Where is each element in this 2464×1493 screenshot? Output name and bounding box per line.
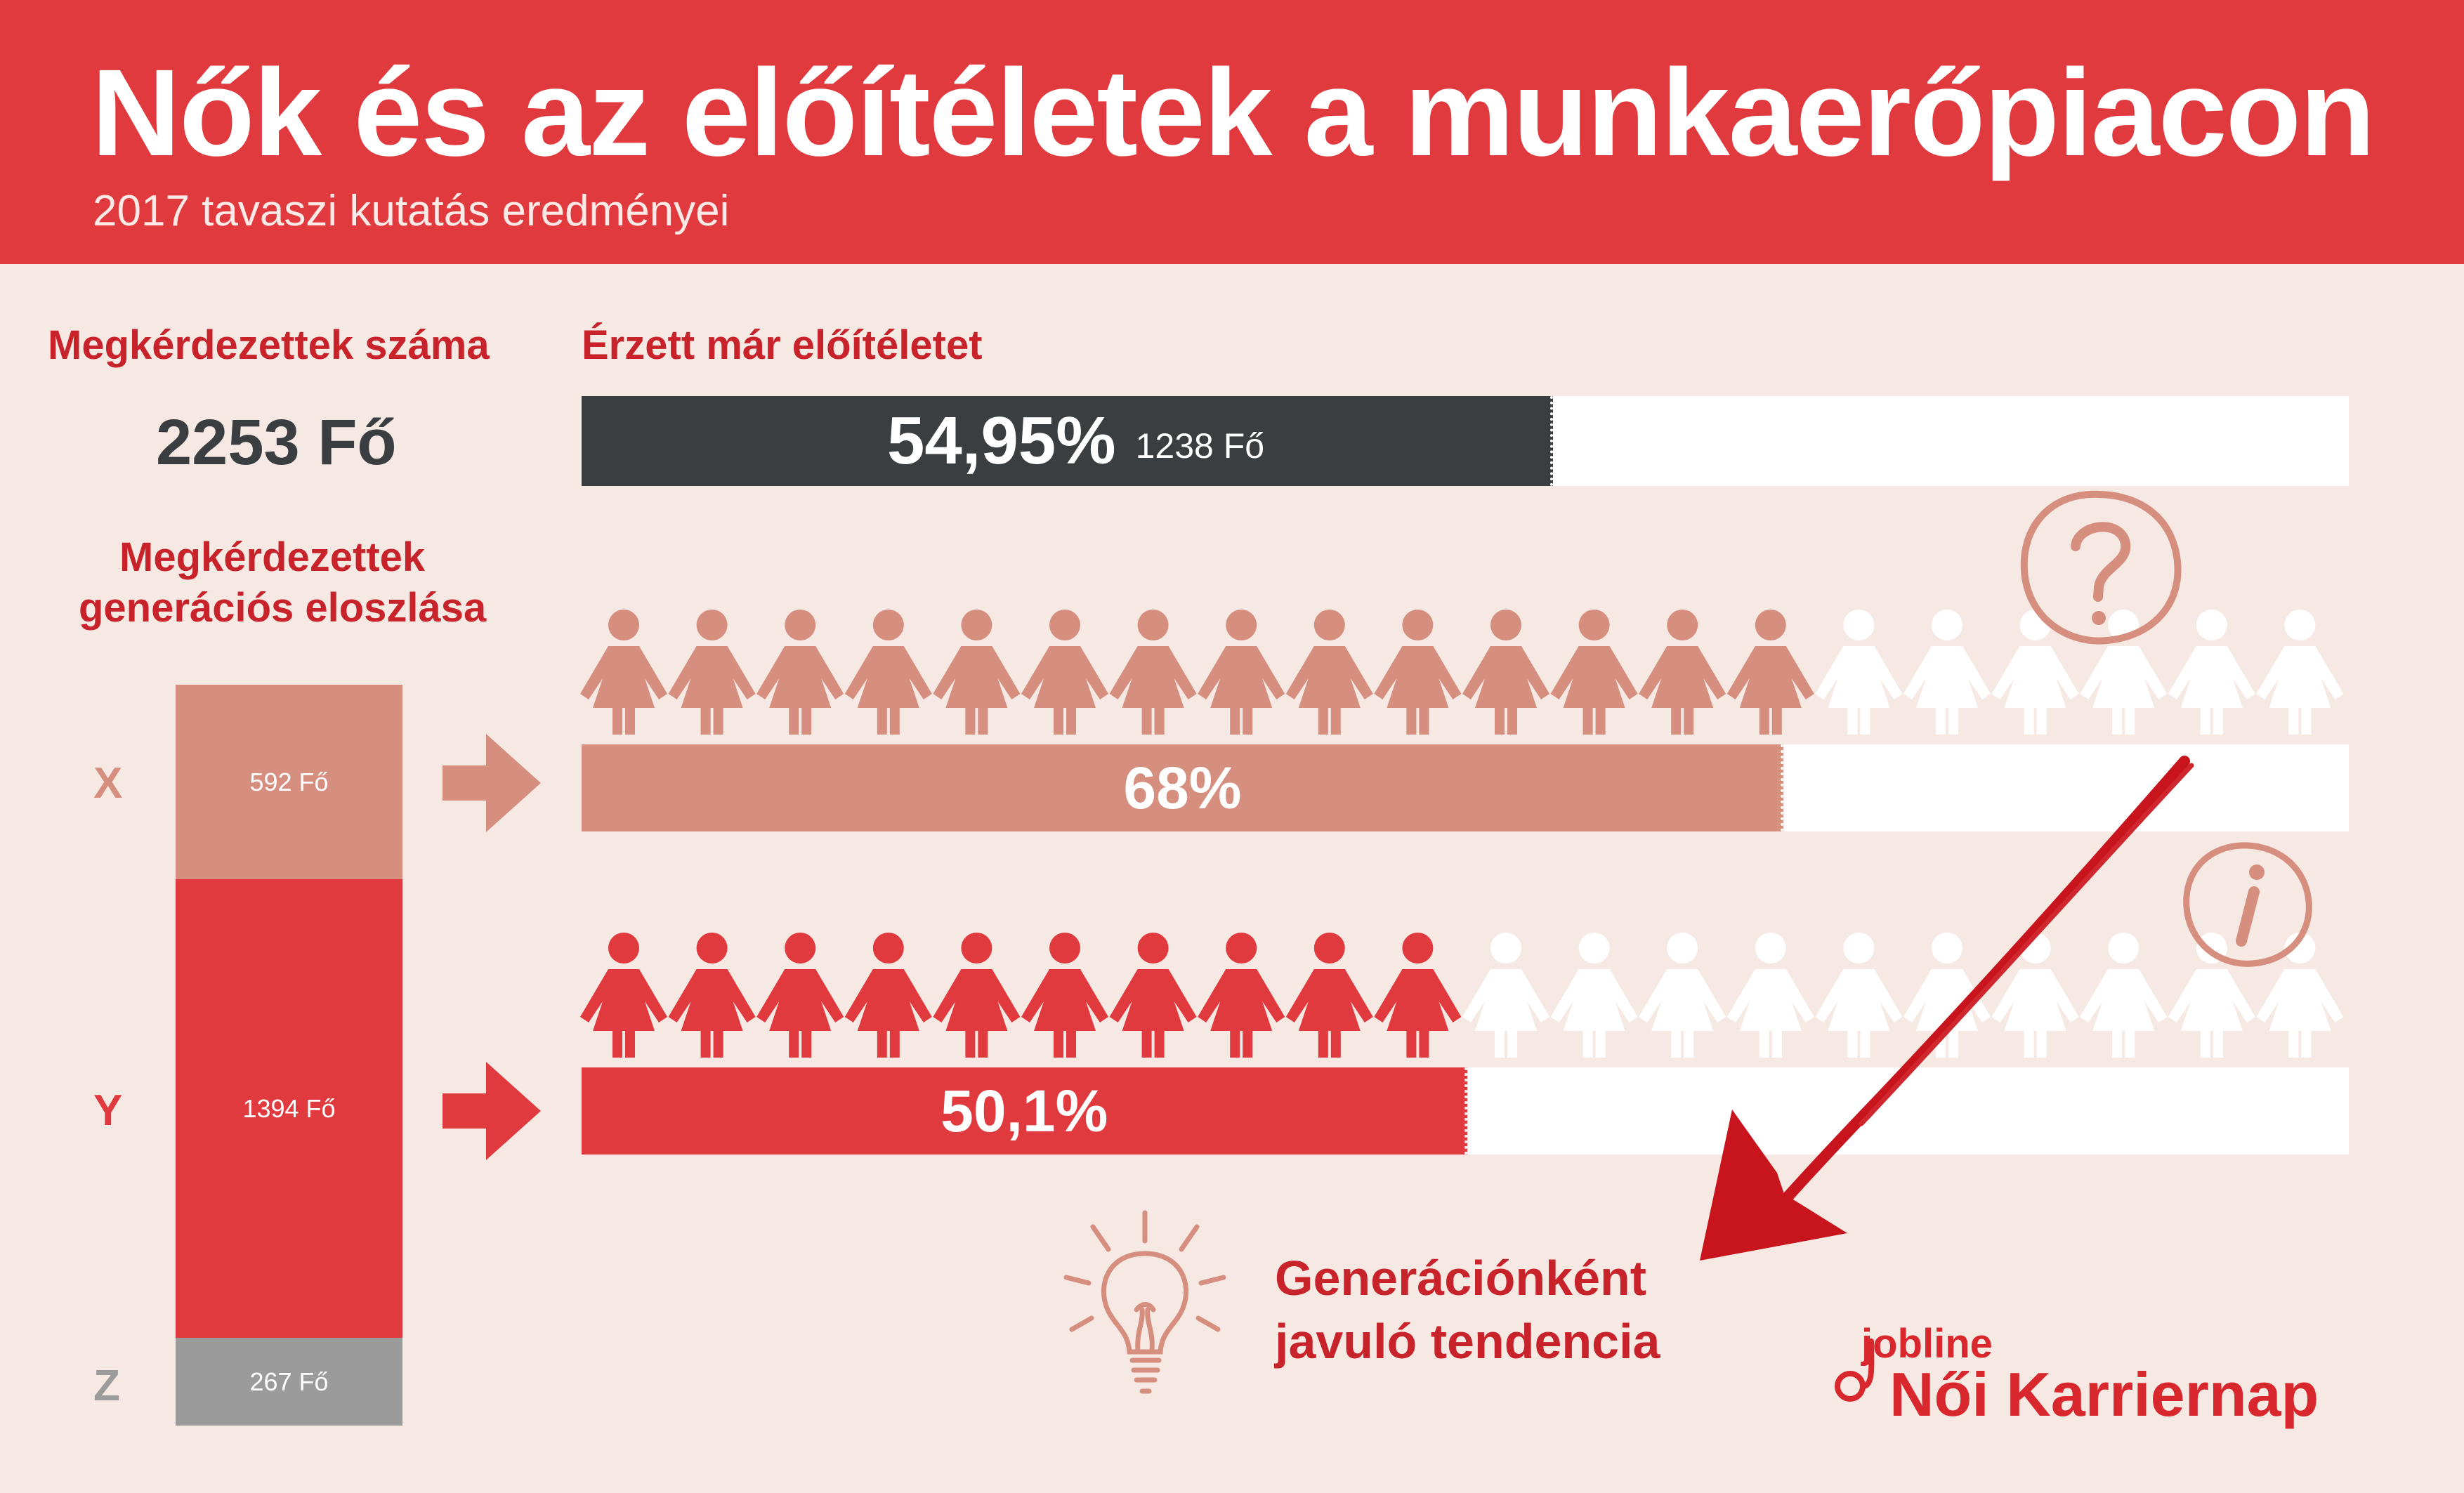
- woman-figure-icon: [2080, 933, 2168, 1058]
- woman-figure-icon: [844, 933, 932, 1058]
- conclusion-line-2: javuló tendencia: [1275, 1314, 1660, 1369]
- prejudice-bar-text: 54,95% 1238 Fő: [887, 396, 1264, 486]
- gen-y-bar-fill: [582, 1067, 1467, 1155]
- generation-segment-x: 592 Fő: [176, 685, 402, 879]
- respondents-value: 2253 Fő: [156, 407, 397, 478]
- prejudice-percent: 54,95%: [887, 403, 1116, 478]
- woman-figure-icon: [1374, 610, 1462, 735]
- woman-figure-icon: [580, 610, 667, 735]
- right-arrow-icon: [443, 1062, 541, 1160]
- woman-figure-icon: [668, 933, 756, 1058]
- woman-figure-icon: [933, 933, 1021, 1058]
- prejudice-count: 1238 Fő: [1135, 426, 1265, 466]
- gen-x-bar-fill: [582, 744, 1783, 831]
- prejudice-bar-fill: [582, 396, 1553, 486]
- right-arrow-icon: [443, 734, 541, 832]
- woman-figure-icon: [1550, 933, 1638, 1058]
- woman-figure-icon: [1903, 610, 1991, 735]
- woman-figure-icon: [1462, 610, 1549, 735]
- gen-x-bar-label: 68%: [1123, 754, 1242, 821]
- woman-figure-icon: [1639, 610, 1726, 735]
- woman-figure-icon: [2256, 933, 2344, 1058]
- gen-y-figures: [580, 933, 2344, 1058]
- woman-figure-icon: [844, 610, 932, 735]
- distribution-label-1: Megkérdezettek: [119, 534, 426, 580]
- woman-figure-icon: [1109, 933, 1197, 1058]
- prejudice-label: Érzett már előítéletet: [582, 322, 983, 368]
- logo-small-text: jobline: [1861, 1321, 1993, 1367]
- woman-figure-icon: [1374, 933, 1462, 1058]
- trend-down-arrow-icon: [1700, 756, 2194, 1261]
- woman-figure-icon: [1285, 610, 1373, 735]
- woman-figure-icon: [1021, 933, 1108, 1058]
- page-subtitle: 2017 tavaszi kutatás eredményei: [93, 187, 730, 235]
- gen-y-bar-label: 50,1%: [941, 1077, 1108, 1144]
- woman-figure-icon: [1109, 610, 1197, 735]
- woman-figure-icon: [1198, 933, 1285, 1058]
- info-icon: [2183, 842, 2312, 967]
- woman-figure-icon: [933, 610, 1021, 735]
- distribution-label-2: generációs eloszlása: [79, 585, 487, 631]
- lightbulb-icon: [1063, 1210, 1226, 1394]
- generation-segment-z: 267 Fő: [176, 1338, 402, 1426]
- gen-x-bar-track: 68%: [582, 744, 2349, 831]
- gen-y-bar-track: 50,1%: [582, 1067, 2349, 1155]
- woman-figure-icon: [1550, 610, 1638, 735]
- page-title: Nők és az előítéletek a munkaerőpiacon: [91, 44, 2375, 182]
- gen-y-label: Y: [93, 1086, 123, 1135]
- woman-figure-icon: [756, 610, 844, 735]
- woman-figure-icon: [2168, 610, 2255, 735]
- question-mark-icon: [2020, 490, 2182, 645]
- woman-figure-icon: [1726, 610, 1814, 735]
- woman-figure-icon: [668, 610, 756, 735]
- generation-stack: 592 Fő 1394 Fő 267 Fő: [176, 685, 402, 1426]
- woman-figure-icon: [1815, 610, 1903, 735]
- jobline-logo-icon: [1835, 1339, 1875, 1402]
- woman-figure-icon: [1903, 933, 1991, 1058]
- conclusion-line-1: Generációnként: [1275, 1251, 1647, 1305]
- woman-figure-icon: [1462, 933, 1549, 1058]
- respondents-label: Megkérdezettek száma: [48, 322, 490, 368]
- woman-figure-icon: [1198, 610, 1285, 735]
- header-banner: Nők és az előítéletek a munkaerőpiacon 2…: [0, 0, 2464, 264]
- gen-z-label: Z: [93, 1362, 120, 1410]
- woman-figure-icon: [1815, 933, 1903, 1058]
- prejudice-bar-track: 54,95% 1238 Fő: [582, 396, 2349, 486]
- gen-x-label: X: [93, 759, 123, 808]
- woman-figure-icon: [756, 933, 844, 1058]
- woman-figure-icon: [2256, 610, 2344, 735]
- woman-figure-icon: [1726, 933, 1814, 1058]
- woman-figure-icon: [1639, 933, 1726, 1058]
- woman-figure-icon: [580, 933, 667, 1058]
- logo-big-text: Női Karriernap: [1889, 1360, 2319, 1429]
- gen-x-figures: [580, 610, 2344, 735]
- woman-figure-icon: [1285, 933, 1373, 1058]
- generation-segment-y: 1394 Fő: [176, 879, 402, 1338]
- woman-figure-icon: [1021, 610, 1108, 735]
